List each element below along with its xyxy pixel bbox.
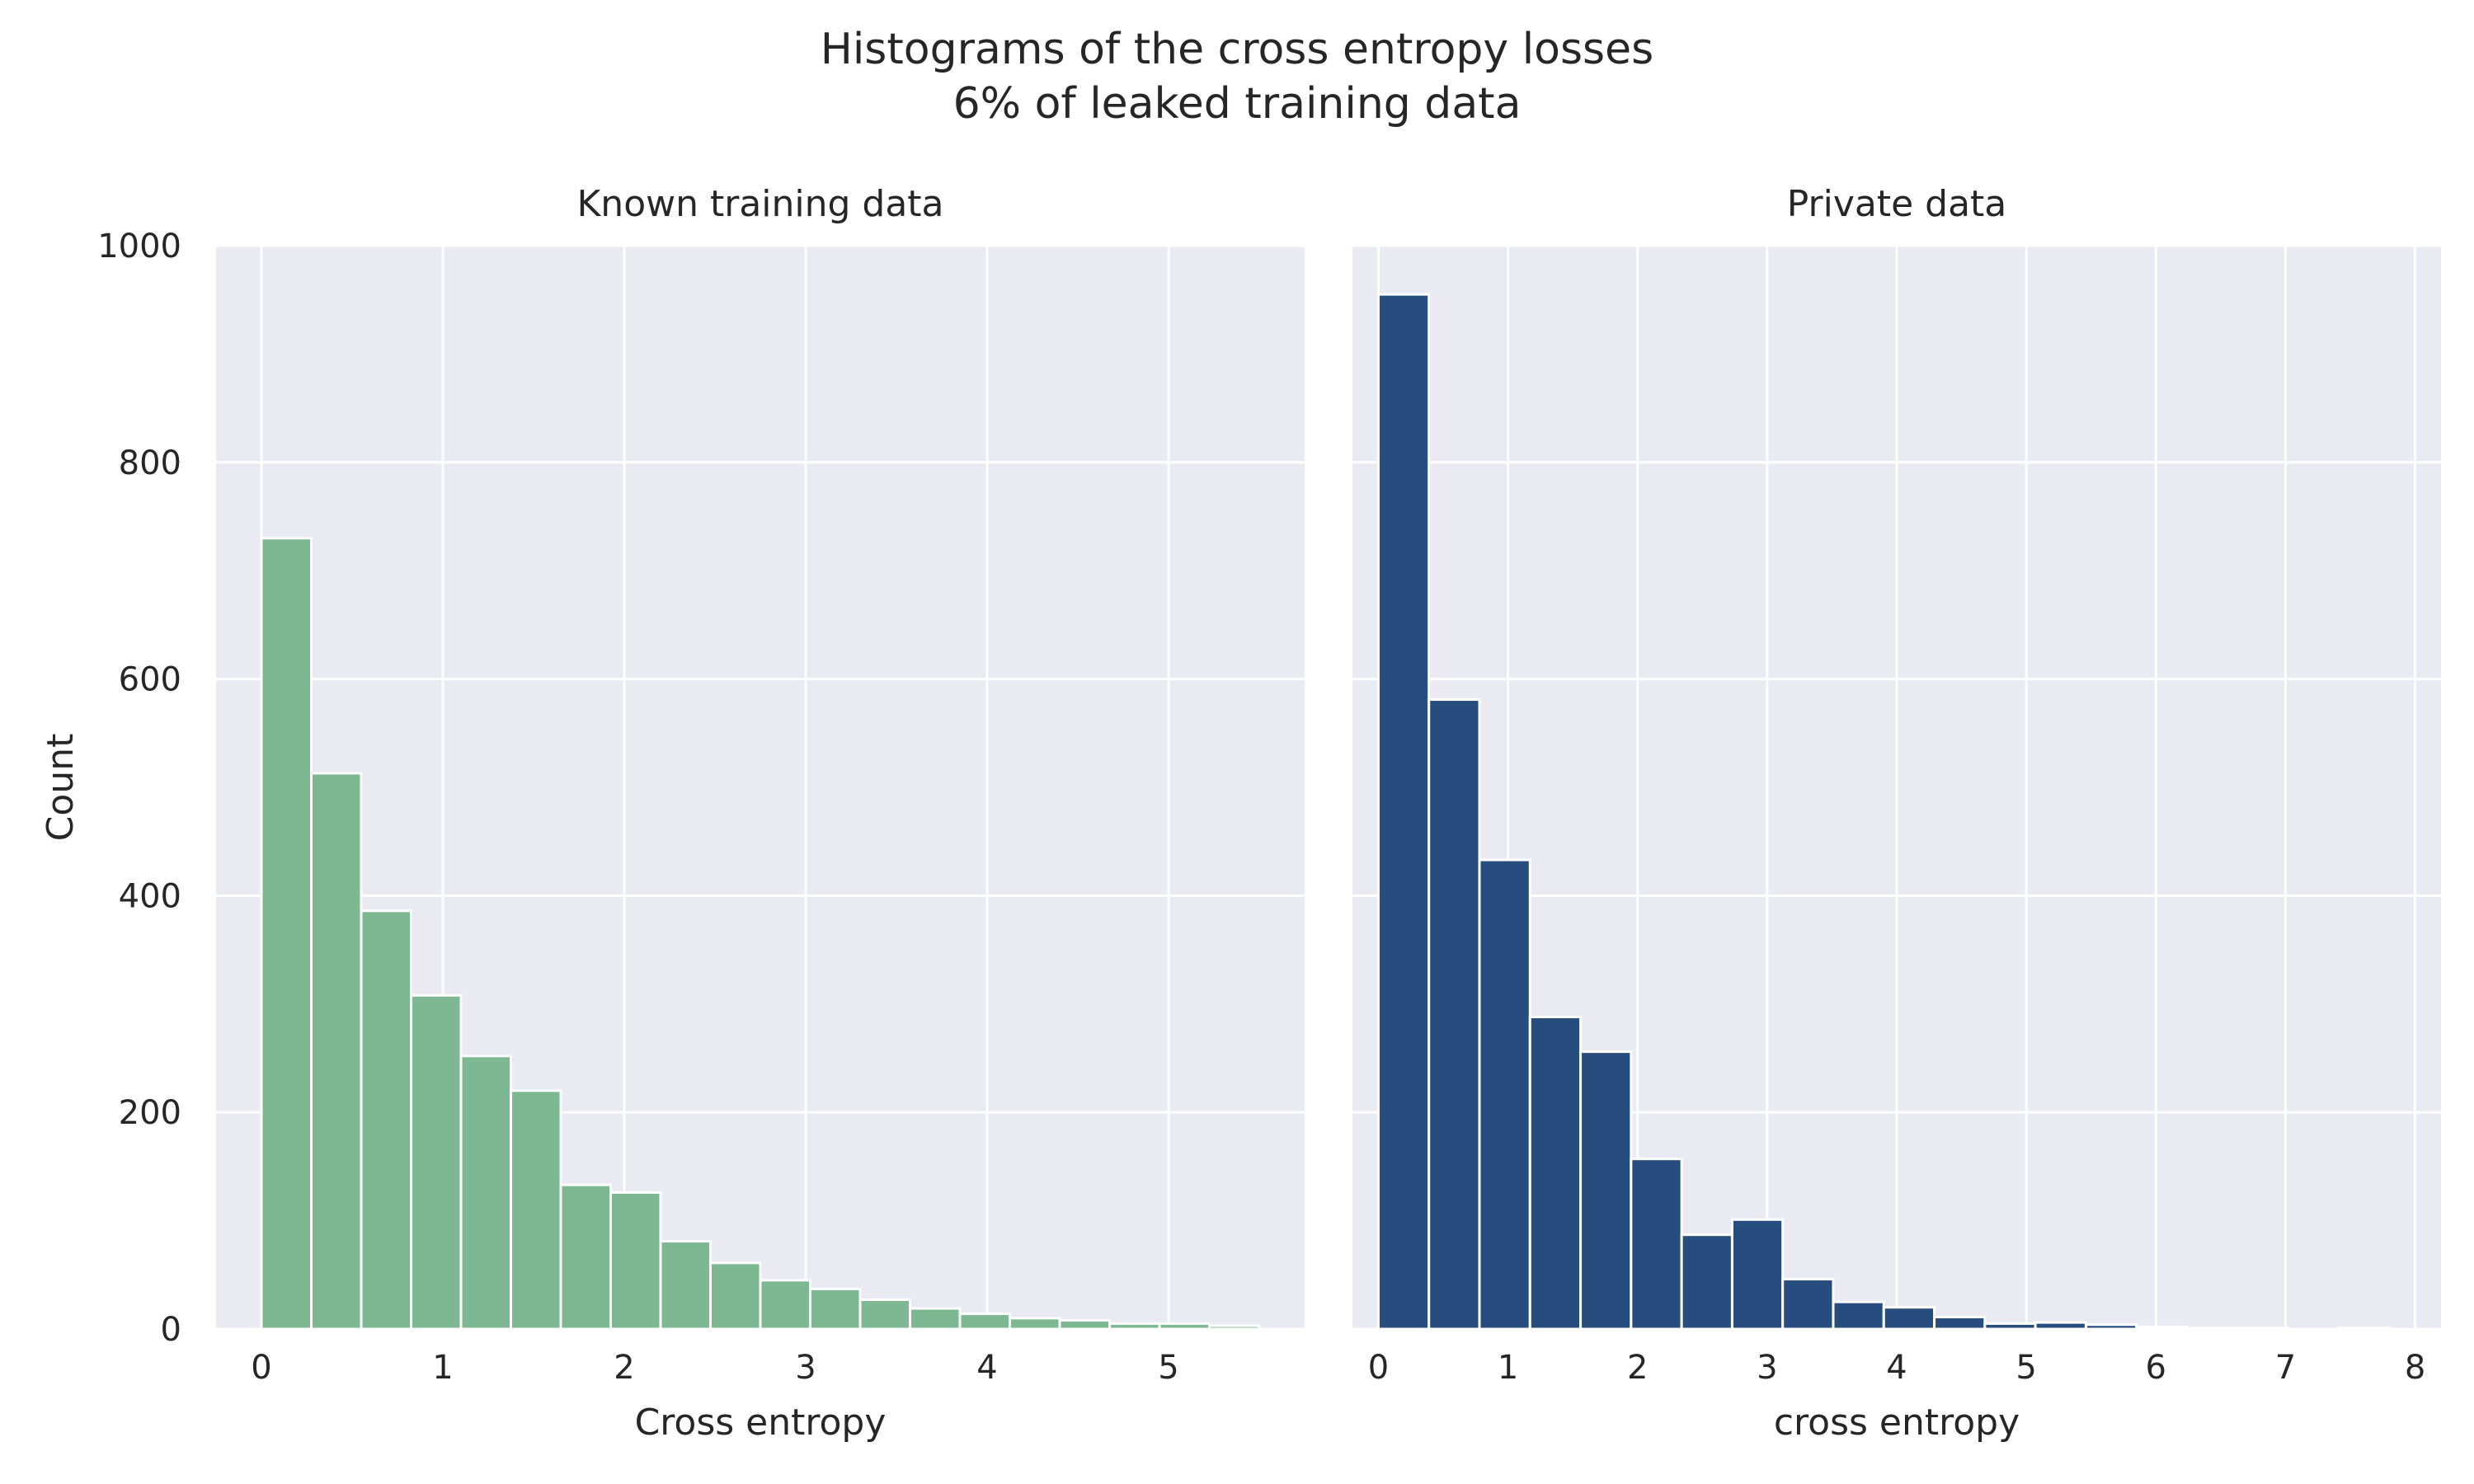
histogram-bar: [1832, 1300, 1885, 1331]
histogram-bar: [1376, 293, 1431, 1331]
y-tick-label: 200: [119, 1094, 181, 1132]
panel-known-training-data: 0 1 2 3 4 5 0 200 400 600 800 1000 Known training da…: [40, 183, 1305, 1444]
x-tick-label: 1: [1498, 1349, 1518, 1387]
histogram-bar: [2236, 1327, 2290, 1331]
histogram-bar: [559, 1183, 612, 1331]
x-tick-label: 2: [614, 1349, 634, 1387]
panel-title: Private data: [1787, 183, 2007, 225]
histogram-bar: [609, 1190, 662, 1331]
histogram-bar: [360, 909, 412, 1331]
y-tick-label: 800: [119, 444, 181, 482]
histogram-bar: [2135, 1325, 2189, 1331]
histogram-bar: [1882, 1306, 1936, 1331]
x-tick-label: 2: [1627, 1349, 1648, 1387]
histogram-bar: [1108, 1322, 1161, 1331]
x-tick-label: 3: [795, 1349, 816, 1387]
x-tick-label: 1: [432, 1349, 453, 1387]
histogram-bar: [1478, 858, 1531, 1331]
histogram-bar: [1933, 1316, 1987, 1331]
histogram-bar: [1058, 1318, 1111, 1331]
x-tick-label: 6: [2146, 1349, 2166, 1387]
x-axis-label: Cross entropy: [635, 1402, 887, 1444]
histogram-bar: [909, 1307, 962, 1331]
x-tick-label: 4: [976, 1349, 997, 1387]
x-tick-label: 3: [1757, 1349, 1777, 1387]
figure-title: Histograms of the cross entropy losses: [820, 25, 1654, 74]
y-tick-label: 400: [119, 877, 181, 915]
histogram-bar: [1427, 698, 1481, 1331]
histogram-bar: [1208, 1324, 1261, 1331]
x-tick-label: 0: [1368, 1349, 1389, 1387]
histogram-bar: [1983, 1322, 2037, 1331]
x-tick-label: 8: [2405, 1349, 2425, 1387]
histogram-bar: [709, 1261, 762, 1331]
x-axis-label: cross entropy: [1774, 1402, 2020, 1444]
histogram-bar: [310, 772, 363, 1331]
histogram-bar: [2337, 1327, 2391, 1331]
histogram-bar: [459, 1054, 512, 1331]
histogram-bar: [1579, 1050, 1633, 1331]
histogram-bar: [958, 1313, 1011, 1331]
histogram-bar: [659, 1240, 712, 1331]
histogram-bar: [809, 1287, 862, 1331]
histogram-bar: [260, 537, 313, 1331]
x-tick-label: 5: [2015, 1349, 2036, 1387]
x-tick-label: 4: [1886, 1349, 1907, 1387]
histogram-bar: [2034, 1321, 2087, 1331]
y-tick-label: 600: [119, 661, 181, 699]
y-tick-label: 0: [161, 1311, 181, 1349]
histogram-bar: [1680, 1233, 1733, 1331]
y-axis-label: Count: [40, 734, 82, 842]
x-tick-label: 0: [251, 1349, 271, 1387]
histogram-bar: [1630, 1158, 1683, 1331]
histogram-bar: [1158, 1322, 1211, 1331]
histogram-bar: [858, 1298, 911, 1331]
panel-title: Known training data: [576, 183, 943, 225]
histogram-bar: [1730, 1218, 1785, 1331]
histogram-bar: [759, 1279, 811, 1331]
histogram-bar: [1781, 1278, 1835, 1331]
figure-subtitle: 6% of leaked training data: [952, 79, 1522, 129]
x-tick-label: 7: [2275, 1349, 2296, 1387]
panel-private-data: 0 1 2 3 4 5 6 7 8 Private data cross entropy: [1352, 183, 2441, 1444]
histogram-bar: [2084, 1323, 2138, 1331]
histogram-bar: [1009, 1317, 1061, 1331]
y-tick-label: 1000: [97, 228, 181, 265]
histogram-bar: [410, 993, 463, 1331]
histogram-bar: [510, 1089, 562, 1331]
histogram-bar: [1528, 1016, 1583, 1331]
x-tick-label: 5: [1158, 1349, 1178, 1387]
histogram-bar: [2185, 1327, 2239, 1331]
